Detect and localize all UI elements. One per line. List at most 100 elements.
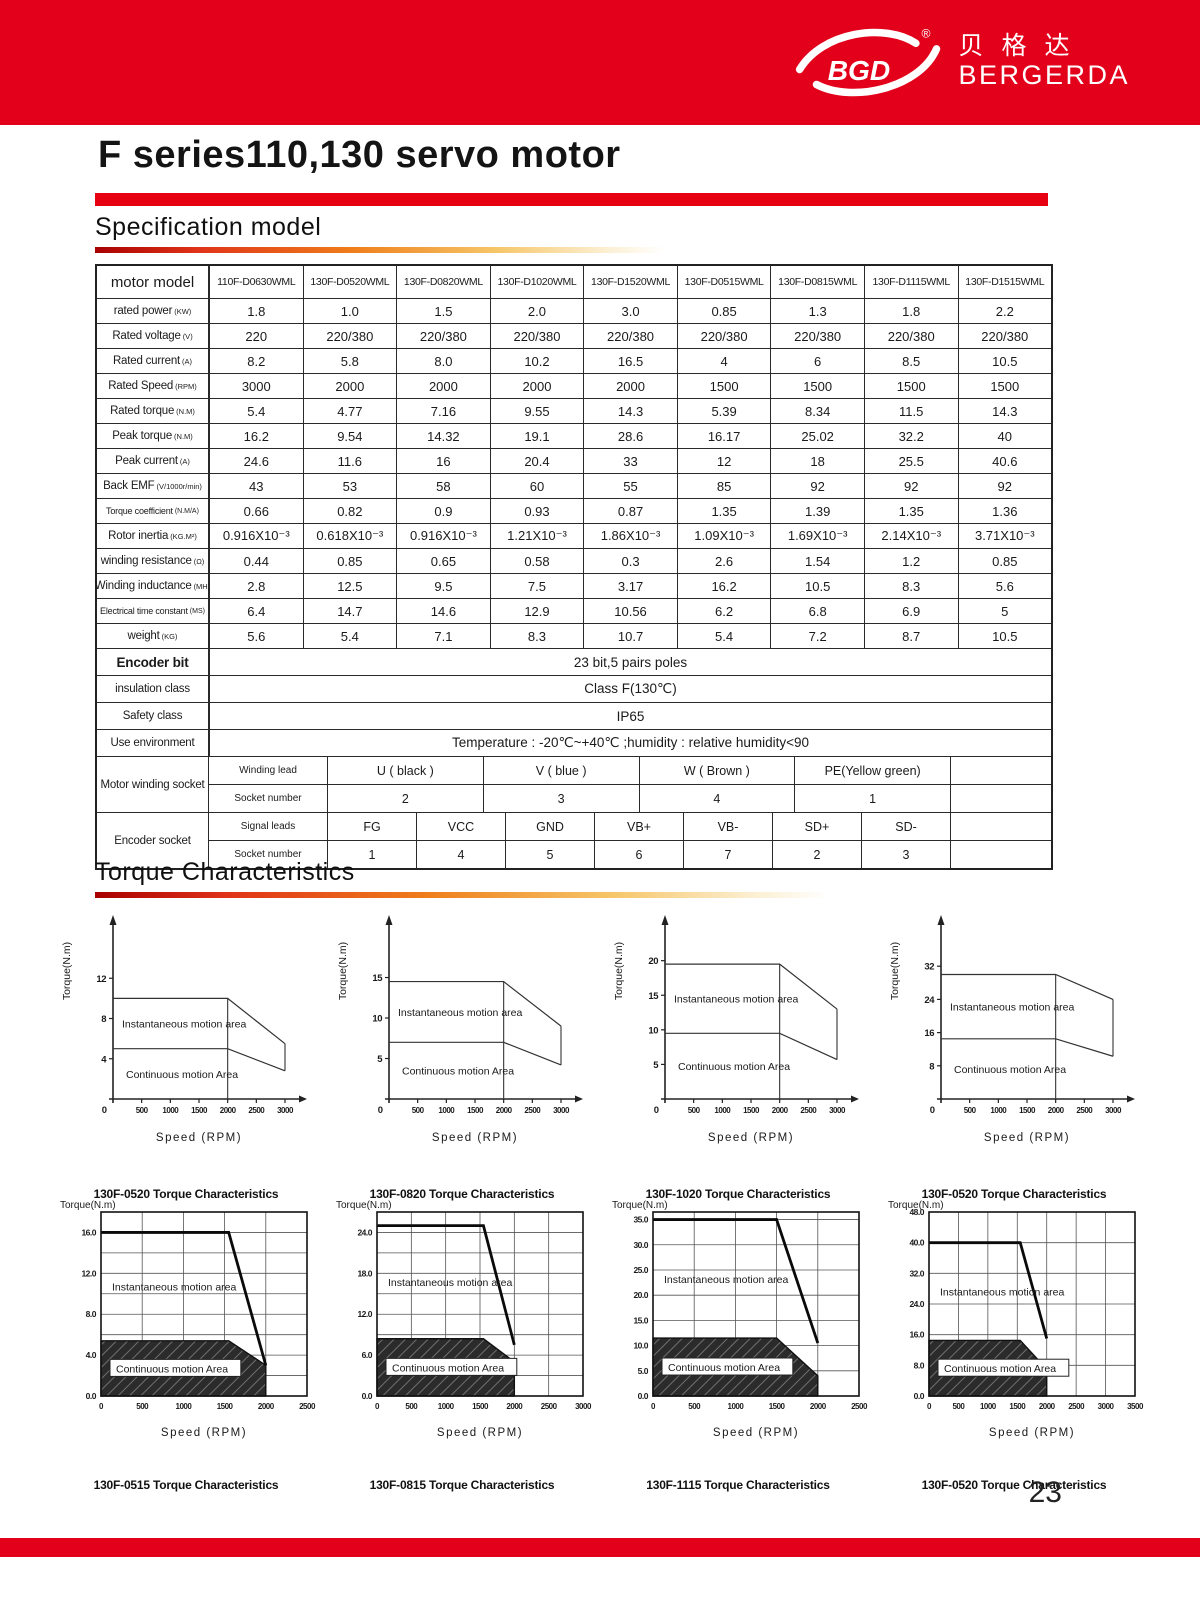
brand-name-english: BERGERDA (958, 60, 1130, 91)
x-axis-title: Speed (RPM) (437, 1427, 523, 1439)
axis-tick-label: 0 (375, 1402, 380, 1411)
spec-value: 220/380 (676, 324, 771, 348)
spec-value: 5.4 (302, 624, 397, 648)
spec-socket-value: SD- (861, 813, 950, 840)
spec-value: 8.5 (863, 349, 958, 373)
axis-tick-label: 1000 (728, 1402, 745, 1411)
axis-tick-label: 1000 (438, 1106, 455, 1115)
spec-row-unit: (Ω) (193, 556, 205, 566)
spec-value: 20.4 (489, 449, 584, 473)
chart-caption: 130F-1020 Torque Characteristics (645, 1187, 831, 1201)
axis-tick-label: 10 (648, 1025, 658, 1036)
spec-value: 60 (489, 474, 584, 498)
spec-row-label-text: Use environment (110, 737, 195, 749)
spec-value: 5.6 (957, 574, 1052, 598)
continuous-label-box (109, 1358, 242, 1377)
spec-value: 0.82 (302, 499, 397, 523)
torque-chart-b4: 0.0 8.0 16.0 24.0 32.0 40.0 48.0 0 500 1000 1500 20… (876, 1198, 1152, 1492)
spec-value: 6.8 (770, 599, 864, 623)
axis-tick-label: 15 (372, 973, 383, 984)
spec-row-label-text: Rated voltage (112, 330, 181, 342)
spec-model-name: 130F-D1115WML (863, 266, 958, 298)
spec-value: 3000 (209, 374, 303, 398)
spec-socket-value: 7 (683, 841, 772, 868)
spec-value: 5.8 (302, 349, 397, 373)
spec-value: 55 (583, 474, 677, 498)
spec-value: 7.1 (396, 624, 490, 648)
spec-value: 8.3 (863, 574, 958, 598)
spec-value: 8.0 (396, 349, 490, 373)
spec-row-label-text: Back EMF (103, 480, 155, 492)
spec-value: 16.5 (583, 349, 677, 373)
axis-tick-label: 2500 (1068, 1402, 1085, 1411)
spec-value: 12 (676, 449, 771, 473)
spec-span-row: insulation class Class F(130℃) (97, 675, 1051, 702)
spec-table-row: Back EMF (V/1000r/min) 43 53 58 60 55 85 92 92 92 (97, 473, 1051, 498)
axis-tick-label: 2500 (541, 1402, 558, 1411)
spec-value: 7.2 (770, 624, 864, 648)
x-axis-arrow (299, 1095, 307, 1103)
axis-tick-label: 16.0 (81, 1227, 96, 1237)
spec-value: 0.66 (209, 499, 303, 523)
spec-row-label: Rotor inertia (KG.M²) (97, 524, 209, 548)
instantaneous-line (389, 980, 562, 1027)
torque-chart-t2: 5 10 15 0 500 1000 1500 2000 2500 3000 Instantaneo… (324, 903, 600, 1201)
spec-socket-value: 1 (794, 785, 950, 812)
spec-row-label: Electrical time constant (MS) (97, 599, 209, 623)
chart-caption: 130F-0820 Torque Characteristics (369, 1187, 555, 1201)
spec-value: 14.3 (583, 399, 677, 423)
spec-socket-value: VB- (683, 813, 772, 840)
spec-value: 1.36 (957, 499, 1052, 523)
spec-socket-row: Signal leads FG VCC GND VB+ VB- SD+ SD- (209, 813, 1051, 840)
spec-value: 1.69X10⁻³ (770, 524, 864, 548)
x-axis-arrow (575, 1095, 583, 1103)
spec-value: 2000 (583, 374, 677, 398)
spec-value: 8.7 (863, 624, 958, 648)
spec-value: 8.34 (770, 399, 864, 423)
y-axis-title: Torque(N.m) (889, 942, 901, 1000)
page-number: 23 (1028, 1476, 1062, 1509)
spec-socket-value: U ( black ) (327, 757, 483, 784)
axis-tick-label: 8.0 (914, 1360, 925, 1370)
spec-socket-value: 3 (482, 785, 639, 812)
axis-tick-label: 2500 (524, 1106, 541, 1115)
axis-tick-label: 2500 (299, 1402, 316, 1411)
spec-value: 12.9 (489, 599, 584, 623)
spec-row-label: rated power (KW) (97, 299, 209, 323)
spec-span-value: IP65 (209, 703, 1051, 729)
spec-socket-value: VB+ (594, 813, 683, 840)
spec-table-row: Torque coefficient (N.M/A) 0.66 0.82 0.9 0.93… (97, 498, 1051, 523)
spec-row-label-text: winding resistance (100, 555, 192, 567)
spec-value: 2000 (489, 374, 584, 398)
y-axis-title: Torque(N.m) (61, 942, 73, 1000)
spec-value: 1500 (863, 374, 958, 398)
spec-row-label-text: Peak torque (112, 430, 173, 442)
chart-caption: 130F-0520 Torque Characteristics (93, 1187, 279, 1201)
spec-value: 220/380 (489, 324, 584, 348)
axis-tick-label: 8 (929, 1061, 934, 1072)
bgd-logo-icon: BGD ® (796, 27, 941, 97)
spec-socket-value: V ( blue ) (482, 757, 639, 784)
x-axis-title: Speed (RPM) (989, 1427, 1075, 1439)
title-underline-bar (95, 193, 1048, 206)
spec-sub-label: Socket number (234, 849, 302, 860)
spec-model-name: 130F-D0520WML (302, 266, 397, 298)
axis-tick-label: 1000 (438, 1402, 455, 1411)
spec-value: 6 (770, 349, 864, 373)
spec-value: 6.2 (676, 599, 771, 623)
axis-tick-label: 40.0 (909, 1238, 924, 1248)
spec-socket-row: Socket number 2 3 4 1 (209, 784, 1051, 812)
y-axis-arrow (937, 915, 945, 925)
axis-tick-label: 2000 (258, 1402, 275, 1411)
axis-tick-label: 0 (99, 1402, 104, 1411)
torque-chart-plot: 0.0 4.0 8.0 12.0 16.0 0 500 1000 1500 2000 2500 Ins… (60, 1200, 316, 1439)
spec-value: 0.916X10⁻³ (209, 524, 303, 548)
torque-chart-b2: 0.0 6.0 12.0 18.0 24.0 0 500 1000 1500 2000 2500 30… (324, 1198, 600, 1492)
continuous-label-box (661, 1357, 794, 1376)
continuous-area-label: Continuous motion Area (402, 1066, 514, 1078)
spec-value: 5.4 (676, 624, 771, 648)
spec-row-label: Rated current (A) (97, 349, 209, 373)
instantaneous-line (113, 997, 286, 1045)
